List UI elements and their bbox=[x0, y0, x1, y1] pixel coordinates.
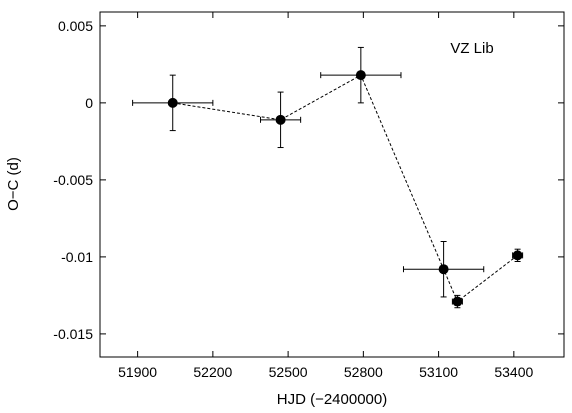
axis-tick-labels: 51900 52200 52500 52800 53100 53400 0.005 0 -0.0… bbox=[53, 18, 533, 380]
data-point-group bbox=[512, 248, 524, 263]
y-tick-label: -0.01 bbox=[61, 249, 93, 265]
data-point-group bbox=[260, 91, 302, 149]
data-point bbox=[452, 296, 463, 307]
series-line bbox=[172, 74, 518, 303]
y-tick-label: -0.005 bbox=[53, 172, 93, 188]
x-axis-label: HJD (−2400000) bbox=[277, 391, 387, 408]
x-tick-label: 52200 bbox=[193, 364, 232, 380]
y-tick-label: 0.005 bbox=[58, 18, 93, 34]
data-point bbox=[355, 70, 366, 81]
x-tick-label: 51900 bbox=[118, 364, 157, 380]
data-point-group bbox=[320, 46, 402, 104]
data-point-group bbox=[132, 74, 214, 132]
y-axis-label: O−C (d) bbox=[5, 157, 22, 211]
plot-frame bbox=[99, 11, 565, 358]
data-point-group bbox=[451, 294, 463, 309]
axis-ticks bbox=[100, 12, 564, 357]
x-tick-label: 53400 bbox=[494, 364, 533, 380]
y-tick-label: 0 bbox=[85, 95, 93, 111]
data-point bbox=[275, 114, 286, 125]
data-point bbox=[167, 97, 178, 108]
data-point bbox=[438, 264, 449, 275]
y-tick-label: -0.015 bbox=[53, 326, 93, 342]
data-point bbox=[512, 250, 523, 261]
x-tick-label: 53100 bbox=[419, 364, 458, 380]
data-point-group bbox=[402, 240, 485, 298]
x-tick-label: 52500 bbox=[269, 364, 308, 380]
x-tick-label: 52800 bbox=[344, 364, 383, 380]
chart-annotation: VZ Lib bbox=[450, 40, 493, 57]
data-points bbox=[132, 46, 524, 309]
